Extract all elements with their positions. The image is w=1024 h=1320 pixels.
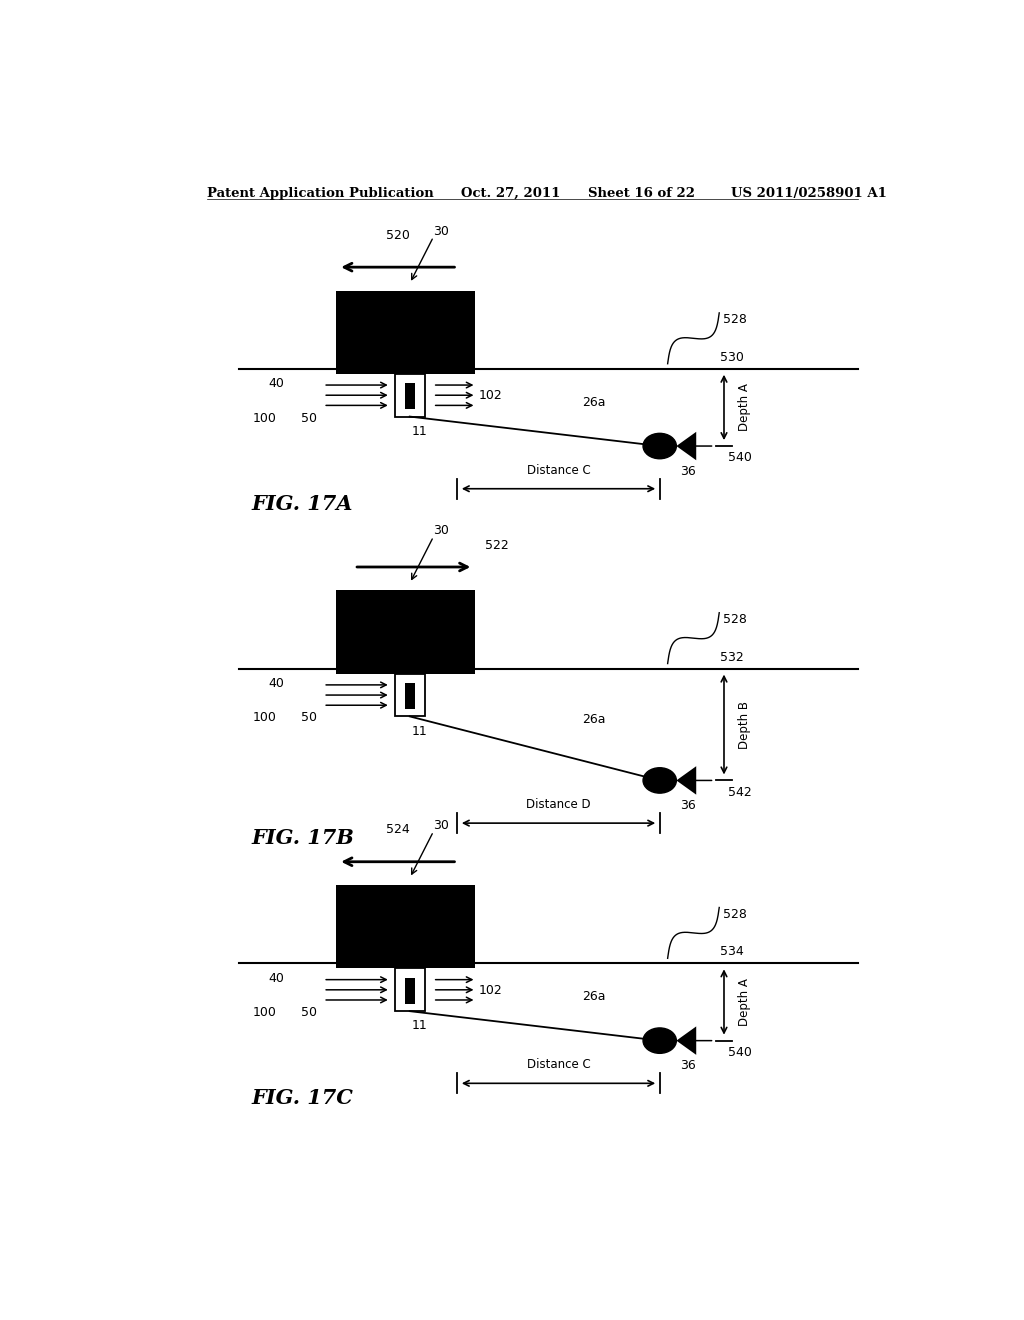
Text: Oct. 27, 2011: Oct. 27, 2011 (461, 187, 561, 199)
Text: FIG. 17B: FIG. 17B (251, 828, 354, 849)
Text: 102: 102 (479, 389, 503, 403)
Text: 30: 30 (433, 224, 450, 238)
Text: US 2011/0258901 A1: US 2011/0258901 A1 (731, 187, 887, 199)
Text: Distance D: Distance D (526, 797, 591, 810)
Text: Sheet 16 of 22: Sheet 16 of 22 (588, 187, 695, 199)
Text: 26a: 26a (583, 396, 606, 409)
Text: FIG. 17A: FIG. 17A (251, 494, 352, 513)
Text: Distance C: Distance C (526, 463, 591, 477)
Ellipse shape (643, 433, 677, 459)
Text: Patent Application Publication: Patent Application Publication (207, 187, 434, 199)
Text: 528: 528 (723, 612, 748, 626)
Text: 540: 540 (728, 451, 752, 465)
Text: FIG. 17C: FIG. 17C (251, 1089, 353, 1109)
Text: 532: 532 (720, 651, 743, 664)
Text: 522: 522 (485, 539, 509, 552)
Text: 540: 540 (728, 1045, 752, 1059)
Text: 100: 100 (253, 711, 276, 725)
Bar (336, 290, 475, 374)
Text: 30: 30 (433, 820, 450, 832)
Text: 528: 528 (723, 908, 748, 920)
Bar (394, 673, 425, 717)
Text: 36: 36 (680, 799, 696, 812)
Text: 11: 11 (412, 1019, 427, 1032)
Polygon shape (677, 1027, 696, 1055)
Text: 102: 102 (479, 983, 503, 997)
Text: 50: 50 (301, 1006, 316, 1019)
Text: 40: 40 (269, 677, 285, 690)
Polygon shape (677, 766, 696, 795)
Text: 36: 36 (680, 1059, 696, 1072)
Text: 40: 40 (269, 972, 285, 985)
Bar (394, 969, 425, 1011)
Text: 11: 11 (412, 725, 427, 738)
Text: 534: 534 (720, 945, 743, 958)
Text: 100: 100 (253, 412, 276, 425)
Text: 11: 11 (412, 425, 427, 438)
Text: 36: 36 (680, 465, 696, 478)
Text: Distance C: Distance C (526, 1059, 591, 1071)
Text: 528: 528 (723, 313, 748, 326)
Ellipse shape (643, 768, 677, 793)
Text: 542: 542 (728, 785, 752, 799)
Text: 26a: 26a (583, 713, 606, 726)
Ellipse shape (643, 1028, 677, 1053)
Text: 524: 524 (386, 824, 410, 837)
Bar (394, 374, 425, 417)
Text: Depth A: Depth A (738, 978, 752, 1026)
Text: 30: 30 (433, 524, 450, 537)
Bar (404, 383, 415, 409)
Text: 50: 50 (301, 412, 316, 425)
Text: 40: 40 (269, 378, 285, 391)
Bar (336, 886, 475, 969)
Text: 26a: 26a (583, 990, 606, 1003)
Text: Depth B: Depth B (738, 701, 752, 748)
Text: 530: 530 (720, 351, 743, 364)
Text: Depth A: Depth A (738, 384, 752, 432)
Text: 50: 50 (301, 711, 316, 725)
Bar (336, 590, 475, 673)
Text: 100: 100 (253, 1006, 276, 1019)
Bar (404, 978, 415, 1005)
Text: 520: 520 (386, 228, 410, 242)
Bar (404, 682, 415, 709)
Polygon shape (677, 432, 696, 461)
